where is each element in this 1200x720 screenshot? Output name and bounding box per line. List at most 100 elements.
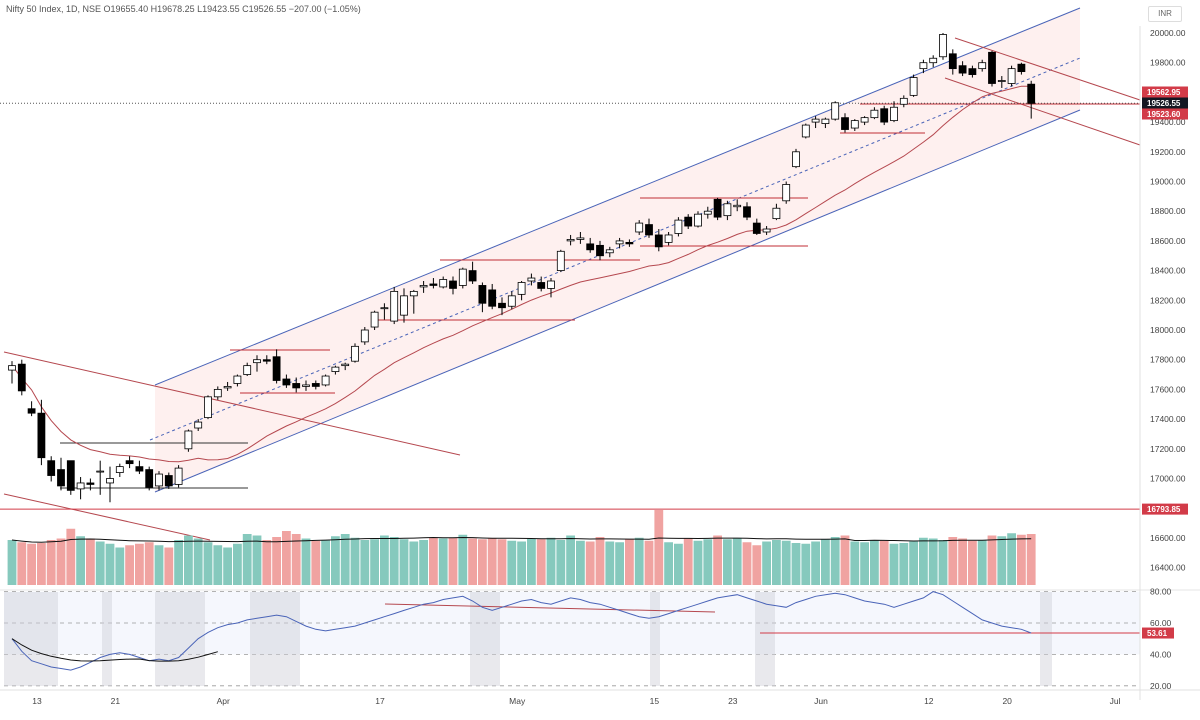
candle [96, 460, 105, 495]
recent-trend-lower [944, 77, 1141, 146]
candle-body [262, 359, 271, 362]
candle-body [929, 57, 938, 64]
candle [968, 65, 977, 78]
volume-bar [291, 534, 301, 585]
candle-body [831, 102, 840, 120]
volume-bar [840, 535, 850, 585]
candle [1007, 65, 1016, 87]
candle-body [841, 117, 849, 130]
candle [978, 59, 987, 72]
candle-body [566, 239, 575, 242]
candle [566, 234, 575, 246]
candle-body [556, 250, 565, 271]
candle-body [311, 383, 320, 387]
candle-body [439, 279, 448, 288]
volume-bar [634, 537, 644, 585]
volume-bar [242, 534, 252, 585]
time-tick-label: 12 [924, 696, 934, 706]
candle-body [155, 473, 163, 487]
volume-ma-line [11, 536, 1032, 543]
candle [17, 359, 26, 396]
volume-bar [693, 540, 703, 585]
candle [115, 463, 124, 478]
candle [468, 261, 477, 284]
candle-body [390, 290, 399, 322]
candle [145, 466, 154, 491]
candle-body [302, 384, 310, 387]
volume-bar [262, 540, 272, 585]
candle [233, 374, 242, 387]
candle [194, 419, 203, 431]
volume-bar [860, 542, 869, 585]
candle [890, 101, 898, 123]
candle-body [752, 222, 761, 234]
candle [47, 456, 56, 482]
candle-body [243, 365, 252, 375]
candle-body [919, 62, 928, 70]
candle [850, 119, 859, 132]
candle-body [194, 421, 203, 429]
candle-body [351, 345, 359, 362]
candle-body [204, 396, 212, 419]
candle-body [674, 219, 683, 234]
candle-body [27, 408, 36, 414]
price-label-box [1142, 108, 1188, 120]
candle-body [654, 234, 663, 248]
volume-bar [27, 543, 36, 585]
candle-body [694, 213, 702, 227]
candle-body [948, 53, 957, 70]
candle-body [370, 311, 379, 328]
candle-body [380, 307, 389, 310]
volume-bar [889, 543, 899, 585]
rsi-divergence-line [384, 603, 716, 613]
candle-body [488, 289, 497, 307]
volume-bar [370, 539, 379, 585]
candle [204, 395, 212, 420]
candle-body [360, 329, 369, 343]
time-tick-label: 15 [650, 696, 660, 706]
candle [253, 355, 261, 372]
candle [282, 374, 291, 388]
volume-bar [919, 537, 928, 585]
candle-body [125, 460, 134, 465]
time-tick-label: 13 [32, 696, 42, 706]
price-tick-label: 18600.00 [1150, 236, 1186, 246]
volume-bar [468, 538, 477, 585]
candle [752, 218, 761, 235]
volume-bar [556, 540, 566, 585]
volume-bar [154, 545, 164, 585]
candle [37, 399, 46, 466]
volume-bar [380, 535, 389, 585]
volume-bar [184, 535, 193, 585]
price-tick-label: 16600.00 [1150, 533, 1186, 543]
candle [782, 181, 791, 204]
price-label-box [1142, 86, 1188, 98]
volume-bar [664, 542, 673, 585]
axis-layer: 16400.0016600.0016800.0017000.0017200.00… [0, 26, 1200, 706]
volume-bar [791, 543, 801, 585]
volume-bar [282, 531, 291, 585]
price-label-box [1142, 97, 1188, 109]
volume-bar [46, 540, 56, 585]
candle [684, 214, 693, 230]
candle-body [409, 290, 418, 297]
candle-body [958, 65, 967, 74]
candle [537, 276, 546, 292]
volume-bar [762, 541, 771, 585]
volume-bar [615, 542, 624, 585]
price-label-box [1142, 503, 1188, 515]
volume-bar [419, 540, 428, 585]
volume-bar [811, 541, 820, 585]
candle [243, 362, 252, 377]
volume-bar [781, 540, 791, 585]
candle-body [723, 203, 732, 217]
volume-bar [389, 537, 399, 585]
candle [625, 239, 634, 247]
candle-body [400, 295, 408, 316]
volume-bar [713, 535, 722, 585]
time-tick-label: 17 [375, 696, 385, 706]
downtrend-line-lower [3, 493, 211, 541]
currency-button[interactable]: INR [1148, 6, 1182, 22]
price-tick-label: 17800.00 [1150, 355, 1186, 365]
